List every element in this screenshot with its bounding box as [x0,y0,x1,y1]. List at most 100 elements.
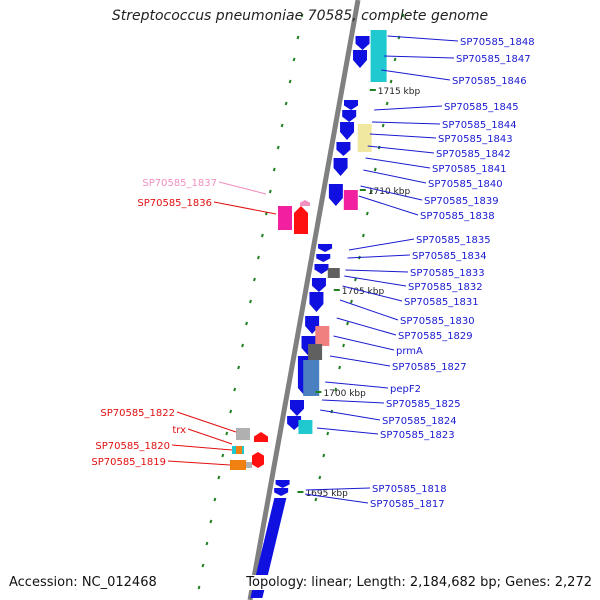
gene-label: SP70585_1846 [452,76,527,87]
cds-arrow [287,416,302,430]
left-feature-pink [300,200,310,206]
tick-mark-right [326,431,330,436]
left-feature-red-small [254,432,268,442]
tick-mark-right [350,299,353,304]
gene-label: SP70585_1842 [436,149,511,160]
cds-arrow [311,278,326,292]
leader-line [325,381,389,389]
leader-line [171,444,233,451]
tick-mark-left [260,233,264,238]
gene-label: SP70585_1845 [444,102,519,113]
gene-label: SP70585_1835 [416,235,491,246]
leader-line [369,133,437,139]
tick-mark-right [365,211,369,216]
leader-line [372,121,441,125]
gene-label: SP70585_1837 [142,178,217,189]
scale-label: 1715 kbp [378,87,421,97]
leader-line [305,493,369,504]
gene-label: trx [172,425,186,436]
leader-line [367,145,435,154]
leader-line [381,69,451,81]
tick-mark-left [205,541,209,546]
gene-label: SP70585_1847 [456,54,531,65]
tick-mark-left [225,431,229,436]
tick-mark-right [373,167,377,172]
tick-mark-left [296,35,300,40]
gene-labels: SP70585_1848 SP70585_1847 SP70585_1846 SP70… [91,37,534,510]
gene-label: SP70585_1830 [400,316,475,327]
cds-arrow [275,480,290,488]
leader-line [316,427,379,435]
gene-label: SP70585_1836 [137,198,212,209]
cds-arrow [353,50,367,68]
scale-markers: 1715 kbp 1710 kbp 1705 kbp 1700 kbp 1695 kbp [297,87,420,499]
tick-mark-right [334,387,338,392]
tick-mark-right [322,453,326,458]
genome-title: Streptococcus pneumoniae 70585, complete… [111,8,489,24]
leader-line [342,285,403,302]
leader-line [329,355,391,367]
left-feature-orange-chip [236,446,242,454]
leader-line [218,181,267,195]
feature-steelblue [303,360,320,396]
cds-arrow [274,488,289,496]
scale-label: 1705 kbp [342,287,385,297]
tick-mark-right [346,321,349,326]
tick-mark-right [354,277,357,282]
tick-mark-right [385,101,389,106]
feature-darkgrey [308,344,323,360]
tick-mark-left [276,145,280,150]
cds-arrow [342,110,357,122]
tick-mark-right [342,343,346,348]
tick-mark-left [280,123,284,128]
backbone [247,0,361,600]
leader-line [345,269,409,273]
tick-mark-left [272,167,276,172]
tick-mark-left [249,299,252,304]
tick-mark-left [233,387,237,392]
left-feature-red [294,206,308,234]
cds-arrow [250,498,287,598]
tick-mark-left [201,563,205,568]
cds-arrow [314,264,329,274]
tick-mark-right [361,233,365,238]
gene-label: SP70585_1823 [380,430,455,441]
tick-mark-left [217,475,221,480]
feature-salmon [315,326,330,346]
tick-mark-right [381,123,385,128]
gene-label: SP70585_1834 [412,251,487,262]
outer-ticks [197,13,405,590]
leader-line [339,299,399,321]
gene-label: SP70585_1819 [91,457,166,468]
gene-label: SP70585_1840 [428,179,503,190]
left-feature-red-tiny [252,452,264,460]
tick-mark-left [300,13,304,18]
leader-line [187,428,233,445]
gene-label: SP70585_1833 [410,268,485,279]
left-feature-magenta [278,206,292,230]
tick-mark-left [197,585,201,590]
gene-label: SP70585_1822 [100,408,175,419]
leader-line [374,105,443,111]
cds-arrow [328,184,343,206]
backbone-line [247,0,361,600]
leader-line [167,460,231,466]
leader-line [358,195,419,216]
leader-line [347,254,411,259]
left-feature-orange [230,460,246,470]
leader-line [363,169,427,184]
scale-label: 1695 kbp [305,489,348,499]
cds-arrow [316,254,331,262]
tick-mark-left [292,57,296,62]
tick-mark-left [237,365,241,370]
accession-label: Accession: NC_012468 [9,575,157,590]
cds-arrow [309,292,324,312]
leader-line [360,185,423,201]
scale-label: 1710 kbp [368,187,411,197]
left-feature-grey-chip [246,462,252,468]
tick-mark-left [241,343,245,348]
gene-label: SP70585_1818 [372,484,447,495]
tick-mark-left [213,497,217,502]
